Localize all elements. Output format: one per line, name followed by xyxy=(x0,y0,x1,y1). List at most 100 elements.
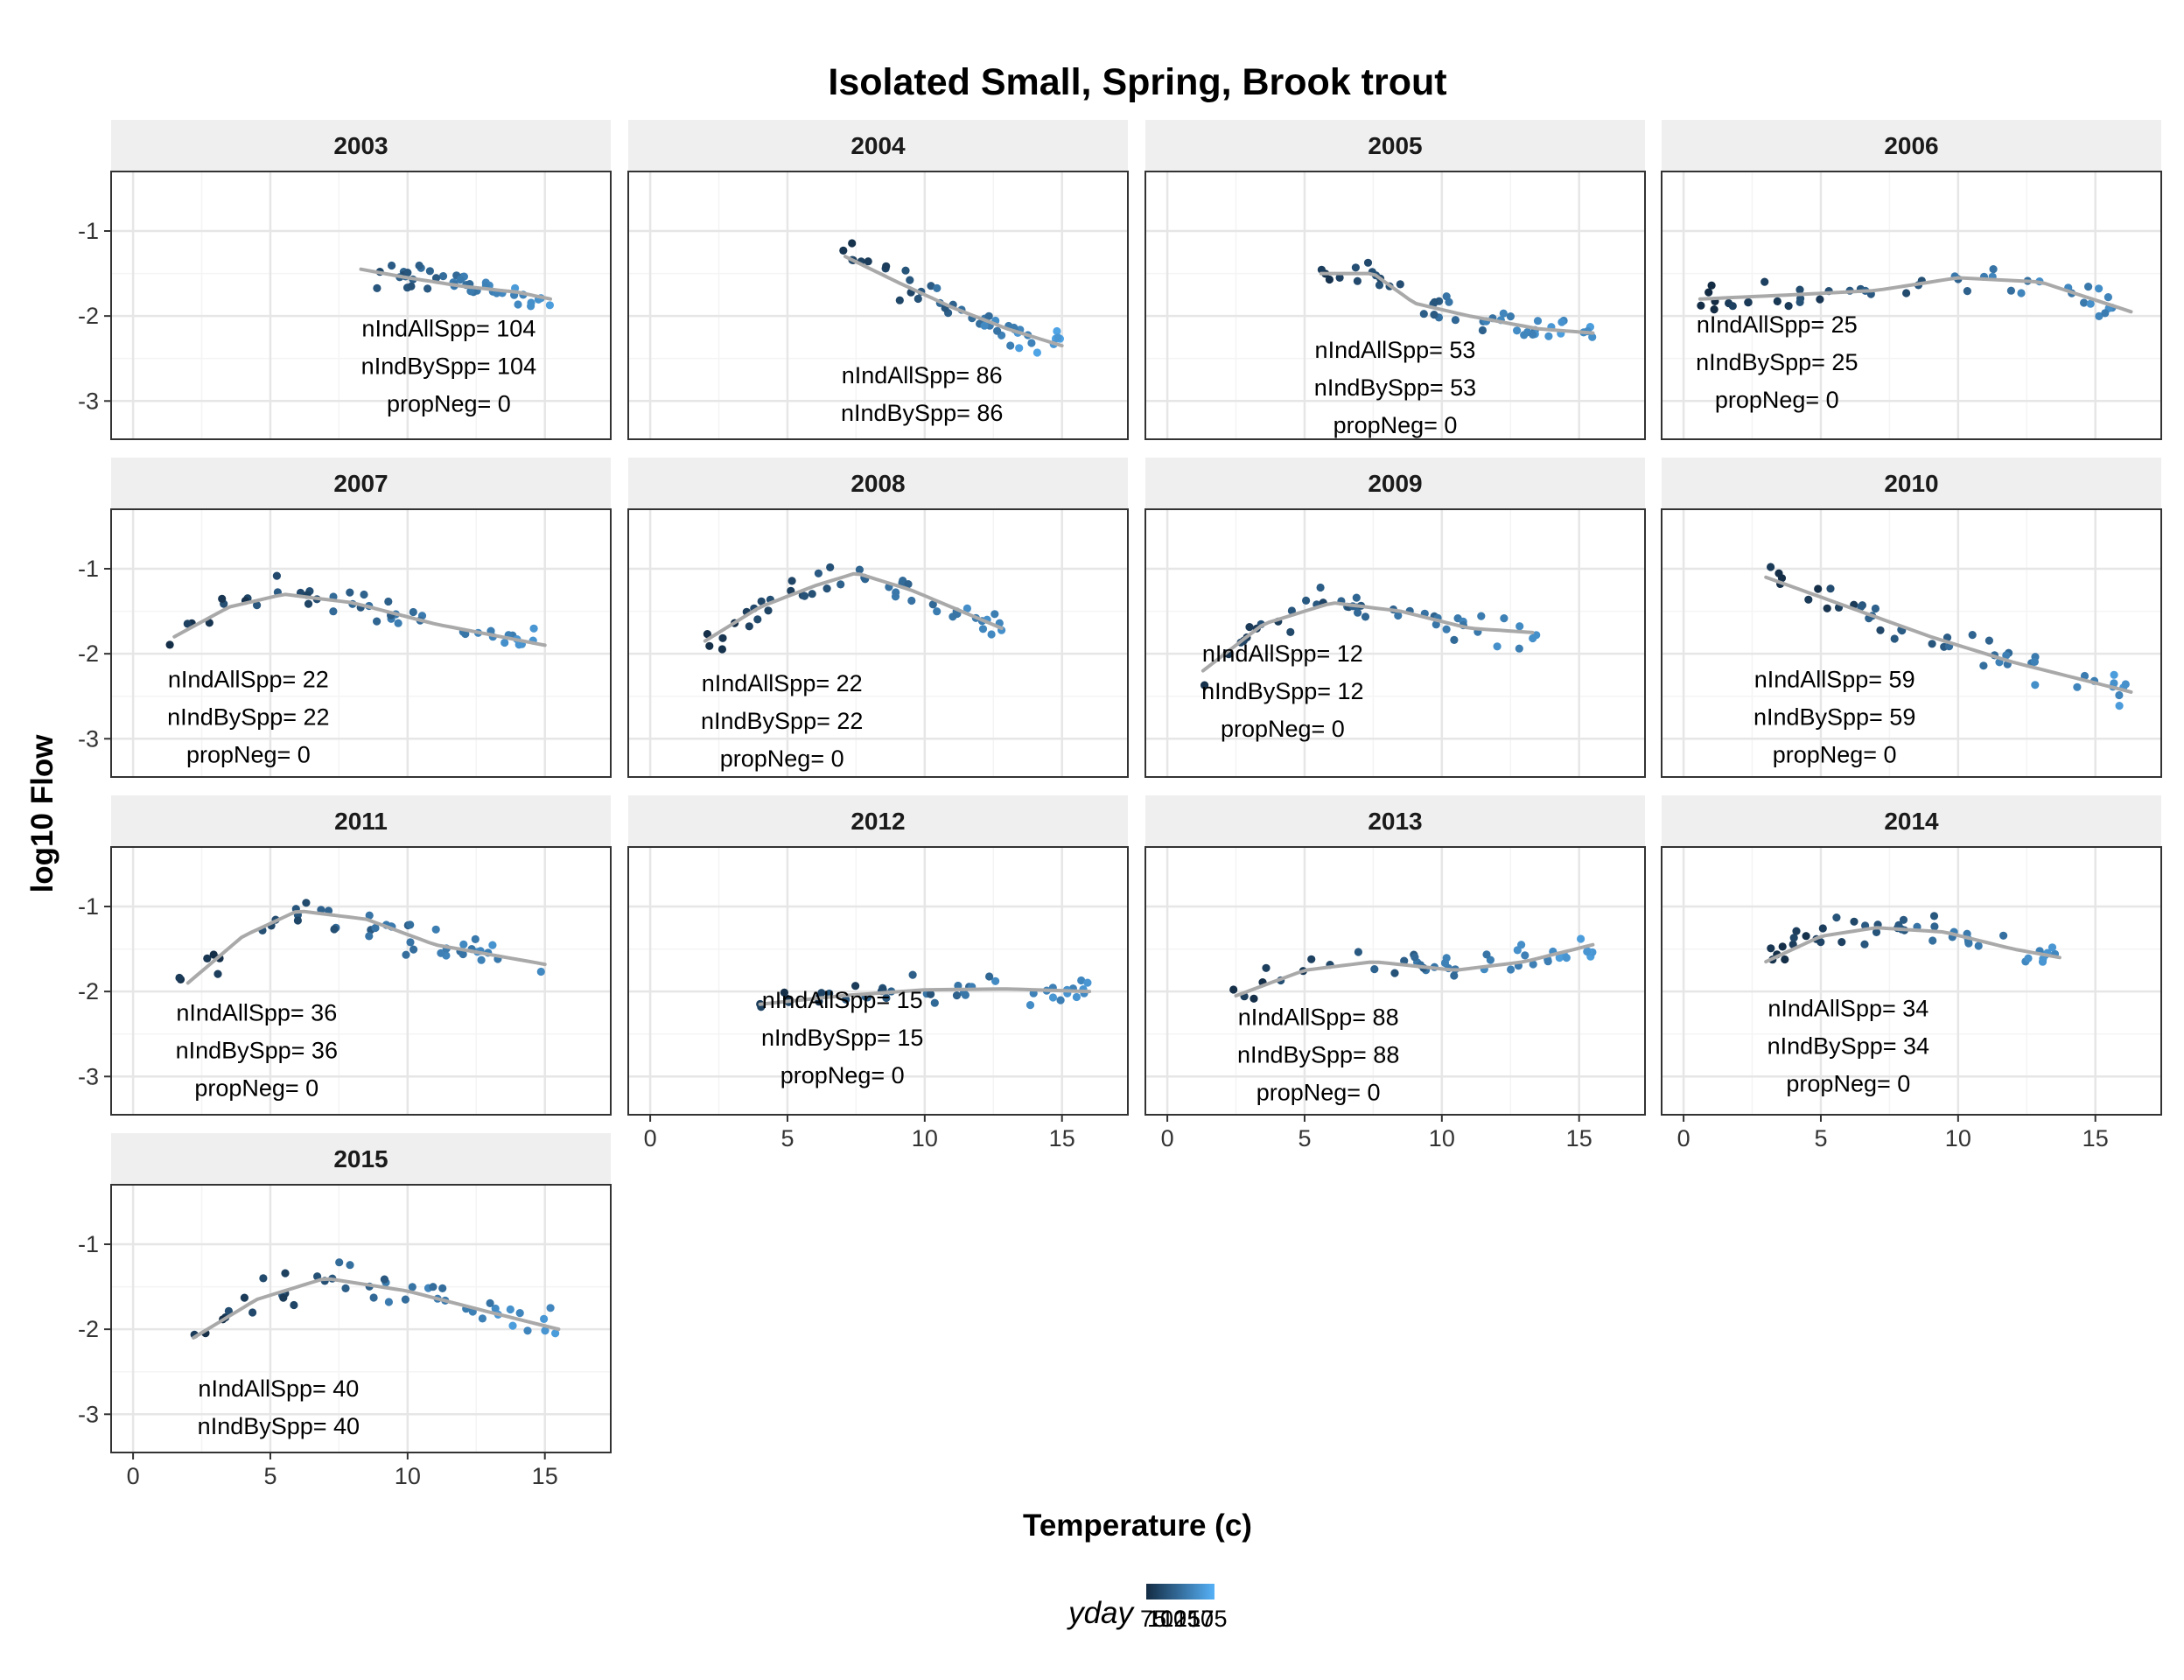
strip-label: 2012 xyxy=(850,808,905,835)
data-point xyxy=(1533,317,1543,326)
data-point xyxy=(1375,281,1384,290)
plot-area: nIndAllSpp= 36 nIndBySpp= 36 propNeg= 0 xyxy=(175,899,547,1101)
annotation-line: nIndAllSpp= 53 xyxy=(1315,337,1476,363)
data-point xyxy=(1054,333,1062,342)
data-point xyxy=(1588,332,1597,341)
y-tick-label: -3 xyxy=(78,1063,99,1089)
smooth-line xyxy=(1764,575,2133,694)
data-point xyxy=(1697,301,1705,310)
data-point xyxy=(203,954,212,962)
data-point xyxy=(927,990,935,998)
annotation-line: nIndBySpp= 36 xyxy=(176,1037,338,1063)
data-point xyxy=(1351,263,1360,272)
legend-tick-label: 75 xyxy=(1140,1606,1166,1632)
data-point xyxy=(1974,942,1983,950)
gridlines xyxy=(1145,172,1645,439)
data-point xyxy=(209,950,218,959)
panel-border xyxy=(1144,846,1646,1116)
data-point xyxy=(205,619,214,627)
panel-border xyxy=(1144,508,1646,778)
data-point xyxy=(851,982,860,990)
annotation-line: nIndBySpp= 12 xyxy=(1201,678,1363,704)
data-point xyxy=(978,625,988,634)
data-point xyxy=(906,276,914,284)
data-point xyxy=(882,262,891,270)
x-tick-label: 5 xyxy=(1814,1125,1827,1152)
strip-label: 2011 xyxy=(334,808,388,835)
x-tick-label: 15 xyxy=(2082,1125,2109,1152)
gridlines xyxy=(628,509,1128,777)
data-point xyxy=(259,1274,268,1283)
data-point xyxy=(961,990,970,999)
data-point xyxy=(753,615,762,624)
data-point xyxy=(2115,690,2124,700)
gridlines xyxy=(1662,847,2161,1115)
data-point xyxy=(2110,670,2118,679)
data-point xyxy=(1286,627,1295,637)
data-point xyxy=(1353,276,1362,285)
smooth-line xyxy=(359,267,552,301)
strip-bg xyxy=(1662,458,2161,509)
data-point xyxy=(1507,965,1516,974)
data-point xyxy=(1390,969,1399,977)
data-point xyxy=(165,640,174,649)
data-point xyxy=(1517,941,1526,949)
data-point xyxy=(1876,626,1885,634)
y-tick-label: -3 xyxy=(78,725,99,752)
legend-colorbar xyxy=(1146,1584,1214,1600)
smooth-line xyxy=(703,571,1004,643)
data-point xyxy=(808,590,816,598)
data-point xyxy=(384,1298,393,1306)
data-point xyxy=(1902,289,1911,298)
data-point xyxy=(330,925,339,934)
data-point xyxy=(1968,631,1977,640)
data-point xyxy=(1796,298,1804,306)
annotation-line: nIndAllSpp= 104 xyxy=(361,316,536,342)
strip-label: 2010 xyxy=(1884,470,1938,497)
data-point xyxy=(431,925,440,934)
data-point xyxy=(2039,955,2048,963)
data-point xyxy=(933,284,942,292)
smooth-line xyxy=(843,255,1064,348)
gridlines xyxy=(111,1185,611,1452)
data-point xyxy=(2084,283,2093,291)
data-point xyxy=(1354,948,1362,956)
legend-title: yday xyxy=(1067,1596,1135,1630)
data-point xyxy=(2048,943,2057,952)
x-axis-title: Temperature (c) xyxy=(1023,1508,1252,1543)
data-point xyxy=(529,624,538,633)
data-point xyxy=(907,596,916,606)
smooth-line xyxy=(186,909,547,985)
data-point xyxy=(1704,288,1713,297)
annotation-line: nIndAllSpp= 36 xyxy=(176,999,337,1026)
y-tick-label: -3 xyxy=(78,1401,99,1427)
annotation-line: nIndBySpp= 59 xyxy=(1754,704,1915,730)
data-point xyxy=(438,272,448,281)
data-point xyxy=(1516,622,1524,631)
y-tick-label: -2 xyxy=(78,1316,99,1342)
data-point xyxy=(1394,611,1403,620)
data-point xyxy=(373,617,382,626)
data-point xyxy=(2095,284,2104,293)
data-point xyxy=(2030,657,2039,667)
data-point xyxy=(1442,292,1451,301)
data-point xyxy=(1072,992,1081,1002)
data-point xyxy=(293,916,302,925)
data-point xyxy=(1354,608,1362,617)
data-point xyxy=(2121,680,2130,689)
data-point xyxy=(1802,932,1810,941)
y-tick-label: -1 xyxy=(78,893,99,920)
facet-panel-2015: 2015 nIndAllSpp= 40 nIndBySpp= 40 propNeg= … xyxy=(78,1133,612,1489)
data-point xyxy=(1832,914,1841,922)
data-point xyxy=(1440,958,1450,968)
data-point xyxy=(718,634,727,642)
x-tick-label: 0 xyxy=(644,1125,657,1152)
data-point xyxy=(409,607,417,617)
data-point xyxy=(1370,965,1379,974)
annotation-line: propNeg= 0 xyxy=(1715,387,1839,413)
data-point xyxy=(1442,625,1451,634)
strip-bg xyxy=(1145,458,1645,509)
annotation-line: nIndAllSpp= 15 xyxy=(762,987,923,1013)
data-point xyxy=(1419,310,1428,318)
data-point xyxy=(523,1326,532,1335)
